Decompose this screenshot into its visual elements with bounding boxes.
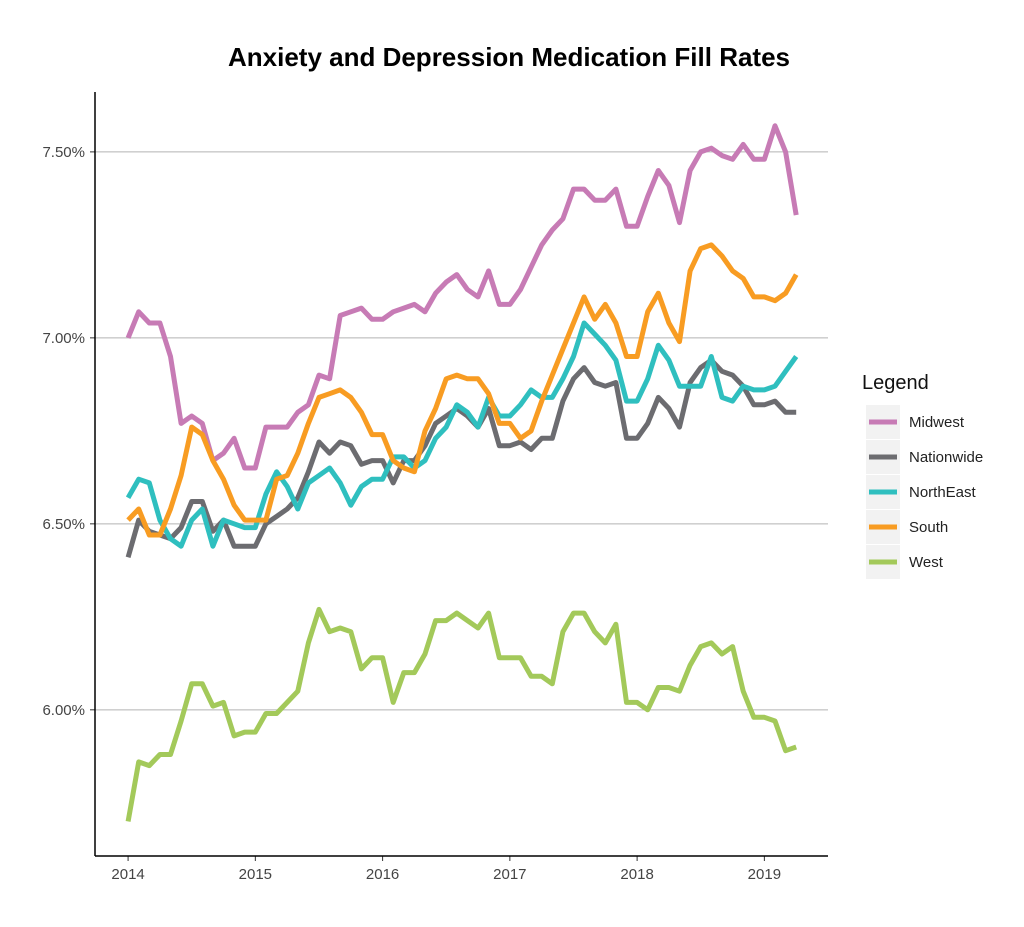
y-tick-label: 7.50% — [42, 144, 85, 161]
x-tick-label: 2017 — [493, 866, 526, 883]
series-line-south — [126, 242, 799, 538]
axes: 6.00% 6.50% 7.00% 7.50% 2014 2015 2016 2017 2018… — [42, 92, 828, 883]
x-tick-label: 2014 — [111, 866, 144, 883]
legend-label: West — [909, 554, 944, 571]
legend-label: South — [909, 519, 948, 536]
legend-label: Midwest — [909, 414, 965, 431]
series-line-west — [125, 606, 798, 822]
x-tick-label: 2019 — [748, 866, 781, 883]
y-tick-label: 7.00% — [42, 330, 85, 347]
x-tick-label: 2015 — [239, 866, 272, 883]
legend-label: NorthEast — [909, 484, 977, 501]
x-tick-label: 2018 — [620, 866, 653, 883]
series-line-northeast — [125, 320, 799, 549]
series-lines — [125, 123, 799, 822]
y-tick-label: 6.00% — [42, 702, 85, 719]
legend-title: Legend — [862, 372, 929, 394]
y-tick-label: 6.50% — [42, 516, 85, 533]
chart-title: Anxiety and Depression Medication Fill R… — [228, 42, 790, 72]
series-line-midwest — [125, 123, 799, 471]
x-tick-label: 2016 — [366, 866, 399, 883]
legend-label: Nationwide — [909, 449, 983, 466]
legend: Midwest Nationwide NorthEast South West Legen… — [862, 372, 983, 579]
series-line-nationwide — [125, 357, 797, 558]
